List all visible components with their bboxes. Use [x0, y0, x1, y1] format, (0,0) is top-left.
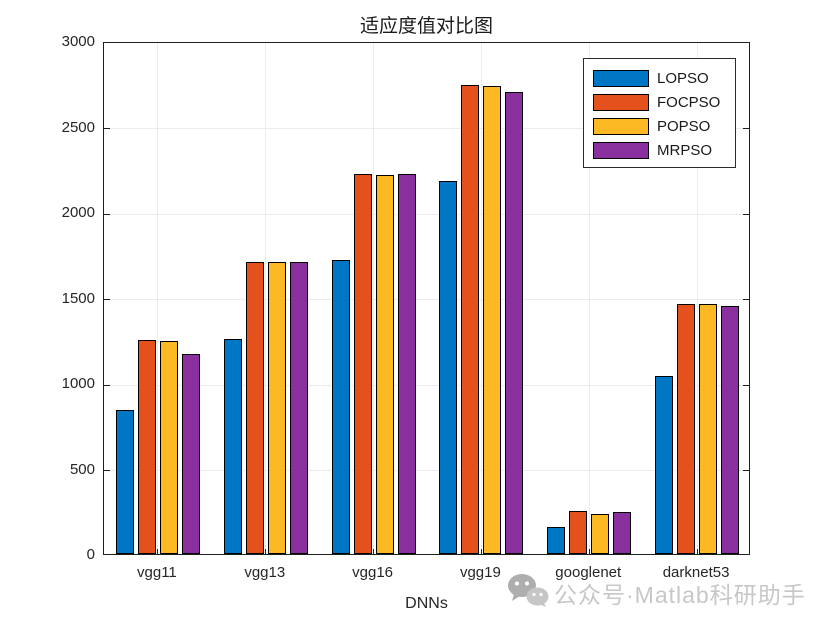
y-tick-label: 2500 — [61, 118, 95, 136]
y-tick-label: 1500 — [61, 289, 95, 307]
x-tick-label: vgg19 — [459, 564, 501, 581]
gridline-horizontal — [104, 299, 749, 300]
x-tick-mark — [696, 549, 698, 554]
legend-item-focpso: FOCPSO — [593, 90, 735, 114]
x-tick-mark — [157, 549, 159, 554]
x-tick-mark — [373, 549, 375, 554]
y-tick-label: 2000 — [61, 204, 95, 221]
x-axis-label: DNNs — [405, 595, 448, 612]
x-tick-label: vgg13 — [244, 564, 286, 581]
legend-item-lopso: LOPSO — [593, 66, 735, 90]
x-tick-mark — [480, 549, 482, 554]
bar-mrpso-googlenet — [613, 512, 632, 554]
bar-lopso-vgg13 — [223, 339, 242, 554]
x-tick-label: darknet53 — [662, 564, 730, 581]
gridline-horizontal — [104, 128, 749, 129]
legend-item-mrpso: MRPSO — [593, 138, 735, 162]
x-tick-label: googlenet — [555, 564, 622, 581]
bar-lopso-vgg16 — [331, 260, 350, 554]
gridline-vertical — [373, 43, 375, 554]
bar-lopso-googlenet — [547, 527, 566, 554]
legend-label: LOPSO — [657, 69, 709, 87]
bar-focpso-vgg16 — [353, 174, 372, 554]
y-tick-mark — [743, 384, 749, 386]
y-tick-label: 3000 — [61, 33, 95, 50]
y-tick-label: 0 — [86, 546, 95, 563]
bar-popso-vgg16 — [375, 175, 394, 554]
bar-popso-darknet53 — [699, 304, 718, 554]
y-tick-mark — [104, 384, 110, 386]
bar-lopso-vgg19 — [439, 181, 458, 554]
y-tick-mark — [743, 128, 749, 129]
legend-label: MRPSO — [657, 141, 713, 159]
y-tick-mark — [104, 213, 110, 215]
legend-swatch — [593, 141, 649, 159]
gridline-horizontal — [104, 384, 749, 386]
bar-lopso-vgg11 — [115, 410, 134, 554]
chart-title: 适应度值对比图 — [359, 16, 493, 37]
legend-label: FOCPSO — [657, 93, 721, 111]
y-tick-mark — [743, 213, 749, 215]
gridline-vertical — [157, 43, 159, 554]
bar-focpso-vgg13 — [245, 262, 264, 554]
legend-swatch — [593, 93, 649, 111]
y-tick-label: 1000 — [61, 375, 95, 392]
legend: LOPSO FOCPSO POPSO MRPSO — [583, 58, 736, 168]
y-tick-mark — [104, 128, 110, 129]
gridline-vertical — [696, 43, 698, 554]
y-tick-label: 500 — [69, 460, 95, 478]
bar-focpso-googlenet — [569, 511, 588, 554]
bar-focpso-vgg19 — [461, 85, 480, 554]
bar-focpso-vgg11 — [137, 340, 156, 554]
legend-swatch — [593, 117, 649, 135]
x-tick-label: vgg11 — [137, 564, 177, 581]
y-tick-mark — [104, 470, 110, 471]
gridline-horizontal — [104, 213, 749, 215]
gridline-horizontal — [104, 470, 749, 471]
y-tick-mark — [104, 299, 110, 300]
y-tick-mark — [743, 470, 749, 471]
bar-mrpso-darknet53 — [721, 306, 740, 554]
gridline-vertical — [480, 43, 482, 554]
bar-lopso-darknet53 — [655, 376, 674, 554]
y-tick-mark — [743, 299, 749, 300]
bar-mrpso-vgg13 — [289, 262, 308, 554]
bar-popso-googlenet — [591, 514, 610, 554]
x-tick-label: vgg16 — [352, 564, 394, 581]
gridline-vertical — [265, 43, 267, 554]
gridline-vertical — [588, 43, 590, 554]
x-tick-mark — [588, 549, 590, 554]
bar-popso-vgg13 — [267, 262, 286, 554]
legend-item-popso: POPSO — [593, 114, 735, 138]
bar-mrpso-vgg11 — [181, 354, 200, 554]
legend-label: POPSO — [657, 117, 711, 135]
bar-popso-vgg19 — [483, 86, 502, 554]
bar-mrpso-vgg19 — [505, 92, 524, 554]
bar-mrpso-vgg16 — [397, 174, 416, 554]
x-tick-mark — [265, 549, 267, 554]
bar-popso-vgg11 — [159, 341, 178, 554]
bar-focpso-darknet53 — [677, 304, 696, 554]
legend-swatch — [593, 69, 649, 87]
